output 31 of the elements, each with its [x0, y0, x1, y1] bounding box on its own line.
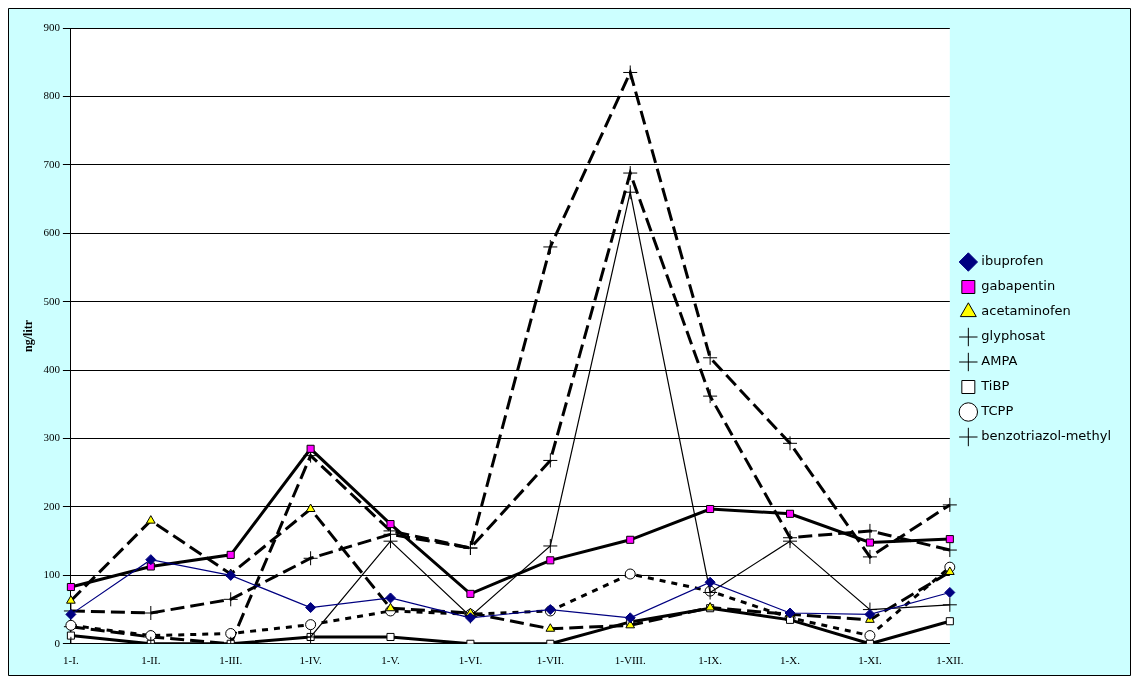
legend-label: AMPA	[981, 353, 1018, 369]
y-tick-label: 600	[43, 226, 61, 239]
x-tick-label: 1-VII.	[536, 654, 565, 667]
y-tick-label: 0	[54, 636, 61, 649]
x-tick-label: 1-XII.	[936, 654, 964, 667]
x-tick-label: 1-V.	[381, 654, 400, 667]
x-tick-label: 1-IX.	[698, 654, 723, 667]
legend-label: acetaminofen	[981, 303, 1071, 319]
x-tick-label: 1-I.	[63, 654, 79, 667]
legend-label: ibuprofen	[981, 253, 1044, 269]
y-tick-label: 800	[43, 89, 61, 102]
x-tick-label: 1-XI.	[858, 654, 882, 667]
x-tick-label: 1-X.	[780, 654, 801, 667]
x-tick-label: 1-III.	[219, 654, 243, 667]
x-tick-label: 1-IV.	[299, 654, 322, 667]
y-tick-label: 200	[43, 499, 61, 512]
legend-label: gabapentin	[981, 278, 1056, 294]
legend-label: TCPP	[980, 403, 1014, 419]
y-tick-label: 700	[43, 157, 61, 170]
y-tick-label: 400	[43, 363, 61, 375]
legend-label: TiBP	[980, 378, 1010, 394]
x-tick-label: 1-VIII.	[614, 654, 646, 667]
legend-label: glyphosat	[981, 328, 1046, 344]
x-tick-label: 1-II.	[141, 654, 161, 667]
legend-label: benzotriazol-methyl	[981, 428, 1111, 444]
y-tick-label: 500	[43, 294, 61, 307]
y-tick-label: 100	[43, 568, 61, 581]
y-axis-title: ng/litr	[21, 319, 36, 352]
x-tick-label: 1-VI.	[458, 654, 483, 667]
y-tick-label: 300	[43, 431, 61, 444]
y-tick-label: 900	[43, 20, 61, 33]
